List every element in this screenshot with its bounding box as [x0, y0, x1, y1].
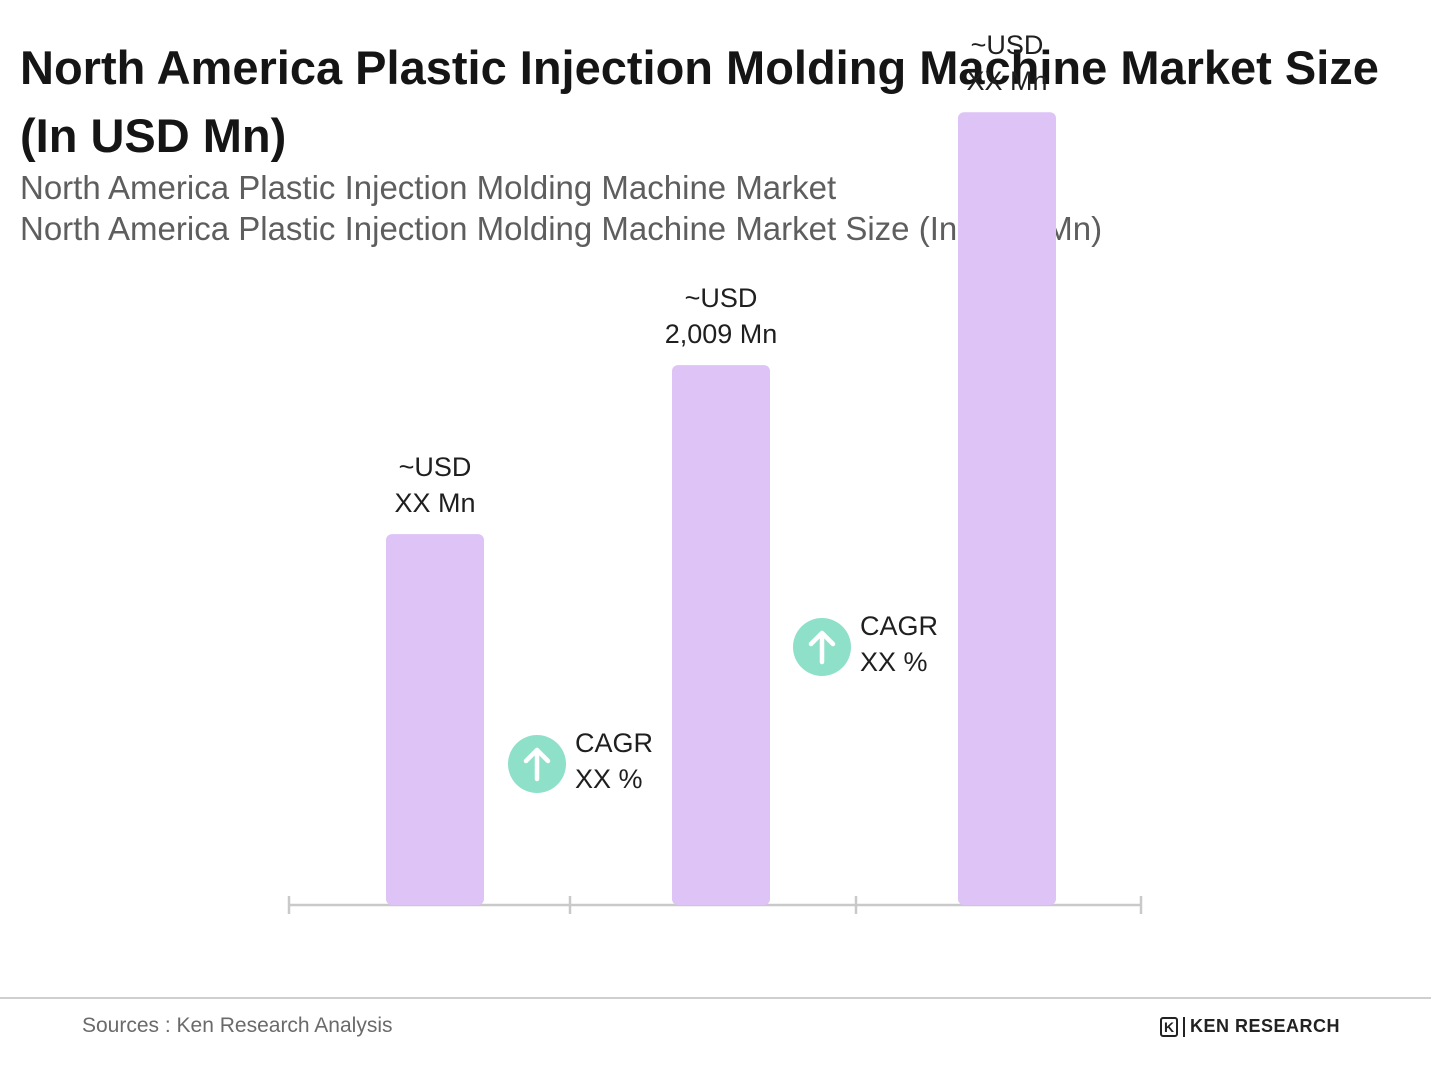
bar — [958, 112, 1056, 905]
chart-subtitle: North America Plastic Injection Molding … — [20, 169, 837, 206]
bar — [386, 534, 484, 905]
bar-value-label: 2,009 Mn — [665, 319, 778, 349]
source-note: Sources : Ken Research Analysis — [82, 1014, 393, 1037]
cagr-label: CAGR — [575, 728, 653, 758]
cagr-value: XX % — [860, 647, 928, 677]
bar-value-label: XX Mn — [966, 66, 1047, 96]
bar-value-label: ~USD — [971, 30, 1044, 60]
cagr-label: CAGR — [860, 611, 938, 641]
bar-value-label: ~USD — [685, 283, 758, 313]
cagr-badge: CAGR XX % — [508, 728, 653, 794]
logo-mark-icon: K — [1160, 1016, 1178, 1037]
logo-separator — [1183, 1016, 1185, 1037]
arrow-up-icon — [523, 747, 551, 782]
bar — [672, 365, 770, 905]
arrow-up-icon — [808, 630, 836, 665]
logo-text: KEN RESEARCH — [1190, 1016, 1341, 1036]
chart-subtitle-detail: North America Plastic Injection Molding … — [20, 210, 1103, 247]
bar-value-label: XX Mn — [394, 488, 475, 518]
bar-value-label: ~USD — [399, 452, 472, 482]
ken-research-logo: K KEN RESEARCH — [1160, 1016, 1340, 1037]
cagr-value: XX % — [575, 764, 643, 794]
chart-title: North America Plastic Injection Molding … — [20, 41, 1379, 162]
footer-divider — [0, 997, 1431, 999]
cagr-badge: CAGR XX % — [793, 611, 938, 677]
